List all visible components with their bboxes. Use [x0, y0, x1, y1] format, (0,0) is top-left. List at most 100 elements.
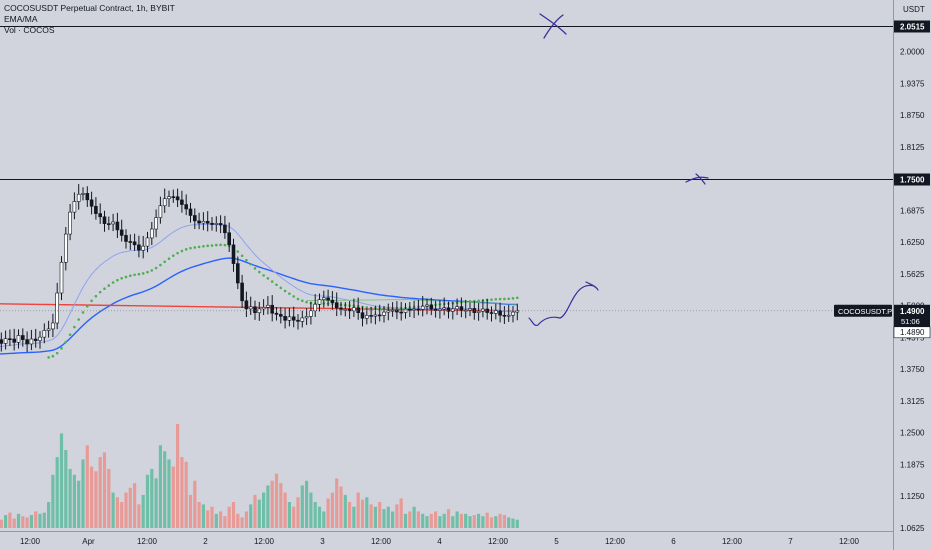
ma-dot-green	[275, 283, 278, 287]
ma-dot-green	[47, 356, 50, 359]
candle-body	[291, 316, 296, 321]
candle-body	[184, 204, 188, 210]
ma-dot-green	[240, 254, 244, 258]
candle-body	[395, 309, 399, 313]
legend-ema-ma[interactable]: EMA/MA	[4, 14, 38, 24]
candle-body	[300, 317, 305, 322]
time-tick-label: 12:00	[254, 537, 275, 546]
ma-dot-green	[279, 286, 283, 290]
candle-body	[124, 235, 128, 242]
ma-dot-green	[365, 306, 369, 309]
candle-body	[248, 306, 253, 310]
volume-bar	[477, 513, 481, 528]
price-tick-label: 1.8125	[900, 143, 925, 152]
ma-dot-green	[223, 243, 227, 247]
candle-body	[347, 308, 352, 312]
candle-body	[154, 217, 158, 230]
candle-body	[94, 205, 98, 214]
ma-dot-green	[124, 275, 128, 279]
candle-body	[193, 215, 197, 222]
time-tick-label: 12:00	[20, 537, 41, 546]
volume-bar	[472, 515, 476, 528]
time-tick-label: 12:00	[839, 537, 860, 546]
volume-bar	[55, 457, 59, 528]
candle-body	[175, 196, 180, 201]
time-tick-label: 12:00	[605, 537, 626, 546]
time-tick-label: 5	[554, 537, 559, 546]
candle-body	[128, 241, 133, 243]
horizontal-line-label: 1.7500	[900, 176, 925, 185]
ma-dot-green	[73, 325, 76, 329]
volume-bar	[296, 497, 300, 528]
volume-bar	[227, 506, 231, 528]
volume-bar	[231, 502, 236, 528]
last-price-countdown: 51:06	[901, 317, 920, 326]
volume-bar	[107, 468, 111, 528]
candle-body	[51, 322, 55, 330]
candle-body	[115, 221, 120, 231]
candle-body	[386, 310, 391, 313]
candle-body	[158, 205, 163, 218]
volume-bar	[489, 517, 494, 528]
volume-bar	[451, 516, 455, 528]
candle-body	[29, 338, 34, 345]
ma-dot-green	[245, 258, 248, 262]
candle-body	[72, 201, 77, 213]
legend-volume[interactable]: Vol · COCOS	[4, 25, 55, 35]
ma-dot-green	[154, 266, 158, 270]
ma-line-green-thin	[306, 299, 518, 305]
ma-dot-green	[159, 263, 162, 267]
volume-bar	[34, 511, 38, 528]
volume-bar	[206, 510, 210, 528]
candle-body	[205, 221, 210, 224]
ma-line-red	[0, 303, 518, 312]
volume-bar	[287, 502, 291, 528]
volume-bar	[425, 516, 429, 528]
ma-dot-green	[503, 297, 506, 301]
candle-body	[8, 338, 12, 340]
candle-body	[145, 237, 150, 247]
ma-dot-green	[197, 245, 201, 249]
volume-bar	[292, 506, 296, 528]
ma-dot-green	[490, 298, 493, 301]
candle-body	[102, 216, 107, 224]
volume-bar	[326, 498, 330, 528]
candle-body	[407, 308, 412, 311]
ma-dot-green	[511, 297, 515, 300]
volume-bar	[94, 471, 98, 528]
candle-body	[476, 310, 481, 313]
volume-bar	[502, 515, 506, 528]
volume-bar	[180, 457, 184, 528]
time-tick-label: 7	[788, 537, 793, 546]
candle-body	[223, 224, 227, 234]
candle-body	[287, 316, 292, 321]
volume-bar	[102, 452, 107, 528]
candle-body	[278, 314, 283, 317]
time-tick-label: 2	[203, 537, 208, 546]
candle-body	[416, 308, 421, 311]
candle-body	[425, 304, 429, 307]
volume-bar	[25, 517, 29, 528]
ma-dot-green	[249, 262, 252, 266]
ma-dot-green	[55, 351, 59, 355]
price-tick-label: 1.6875	[900, 206, 925, 215]
candle-body	[25, 339, 29, 345]
candle-body	[107, 223, 111, 225]
ma-dot-green	[262, 274, 265, 277]
candle-body	[12, 338, 16, 343]
volume-bar	[214, 513, 218, 528]
chart-legend: COCOSUSDT Perpetual Contract, 1h, BYBIT …	[4, 3, 175, 36]
ma-dot-green	[103, 287, 106, 291]
candle-body	[459, 306, 464, 311]
candle-body	[244, 300, 249, 310]
candle-body	[481, 308, 485, 312]
ma-dot-green	[81, 311, 85, 314]
candle-body	[506, 314, 511, 317]
volume-bar	[305, 480, 309, 528]
volume-bar	[201, 504, 205, 528]
candle-body	[214, 223, 219, 225]
volume-bar	[429, 513, 433, 528]
volume-bar	[434, 511, 438, 528]
candle-body	[339, 307, 343, 310]
